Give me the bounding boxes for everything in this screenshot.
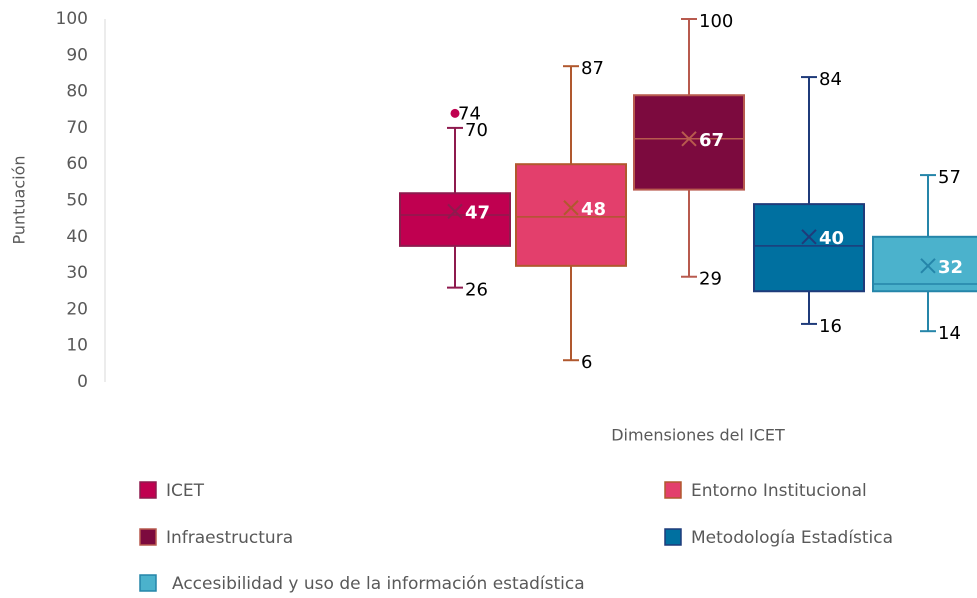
box — [399, 192, 511, 247]
mean-label: 67 — [699, 130, 724, 151]
min-label: 26 — [465, 280, 488, 301]
legend-swatch — [139, 574, 157, 592]
y-tick-label: 10 — [66, 336, 88, 356]
y-axis-title: Puntuación — [10, 155, 29, 244]
y-tick-label: 100 — [56, 9, 88, 29]
max-label: 57 — [938, 167, 961, 188]
y-tick-label: 50 — [66, 191, 88, 211]
y-tick-label: 80 — [66, 82, 88, 102]
outlier-label: 74 — [458, 103, 481, 124]
max-label: 84 — [819, 69, 842, 90]
min-label: 6 — [581, 352, 592, 373]
mean-marker — [681, 131, 697, 147]
mean-label: 47 — [465, 202, 490, 223]
mean-marker — [920, 258, 936, 274]
box — [753, 203, 865, 293]
mean-marker — [447, 203, 463, 220]
y-tick-label: 30 — [66, 263, 88, 283]
legend-swatch — [139, 481, 157, 499]
legend-swatch — [664, 481, 682, 499]
min-label: 16 — [819, 316, 842, 337]
max-label: 100 — [699, 11, 733, 32]
x-axis-title: Dimensiones del ICET — [611, 426, 785, 445]
legend-swatch — [139, 528, 157, 546]
box — [515, 163, 627, 267]
y-tick-label: 60 — [66, 154, 88, 174]
legend-label: Entorno Institucional — [691, 481, 867, 501]
mean-label: 32 — [938, 257, 963, 278]
legend-label: ICET — [166, 481, 205, 501]
legend-label: Metodología Estadística — [691, 528, 893, 548]
mean-label: 40 — [819, 228, 844, 249]
y-tick-label: 0 — [77, 372, 88, 392]
min-label: 29 — [699, 269, 722, 290]
legend-label: Accesibilidad y uso de la información es… — [172, 574, 585, 594]
max-label: 70 — [465, 120, 488, 141]
mean-label: 48 — [581, 199, 606, 220]
legend-swatch — [664, 528, 682, 546]
y-tick-label: 70 — [66, 118, 88, 138]
box — [633, 94, 745, 191]
mean-marker — [801, 229, 817, 245]
min-label: 14 — [938, 323, 961, 344]
y-tick-label: 20 — [66, 299, 88, 319]
outlier — [450, 108, 460, 118]
y-tick-label: 90 — [66, 45, 88, 65]
legend-label: Infraestructura — [166, 528, 293, 548]
mean-marker — [563, 200, 579, 216]
y-tick-label: 40 — [66, 227, 88, 247]
max-label: 87 — [581, 58, 604, 79]
